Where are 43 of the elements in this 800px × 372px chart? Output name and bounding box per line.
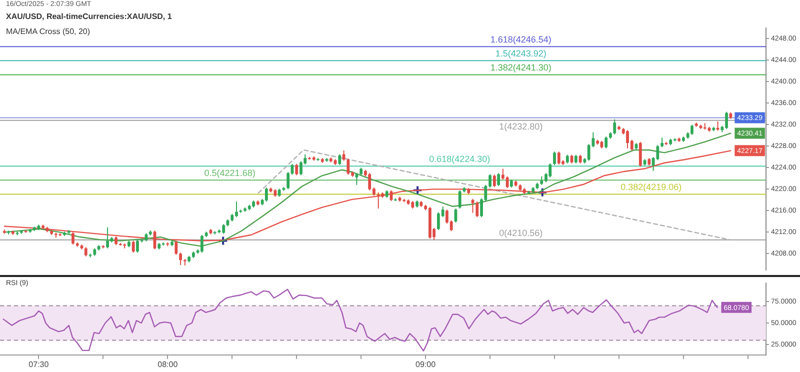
chart-subtitle: MA/EMA Cross (50, 20) [6,27,90,36]
chart-title: XAU/USD, Real-timeCurrencies:XAU/USD, 1 [6,12,172,21]
candlestick [136,239,139,254]
candlestick [690,124,694,136]
candlestick [458,190,462,210]
candlestick [557,151,560,165]
candlestick [355,172,358,186]
ref-line-label: 1.382(4241.30) [490,62,552,73]
candlestick [497,172,500,186]
candlestick [548,162,552,178]
candlestick [492,174,496,188]
point [412,185,423,196]
candlestick [295,163,298,176]
ref-line-label: 0.618(4224.30) [429,154,490,164]
candlestick [638,141,642,168]
point [537,187,548,198]
candlestick [506,176,509,189]
ref-line-label: 1.5(4243.92) [495,48,546,59]
ref-line-label: 0.5(4221.68) [204,168,256,178]
candlestick [300,160,302,176]
candlestick [346,158,350,176]
candlestick [200,234,204,254]
ref-line-label: 1.618(4246.54) [490,34,552,45]
candlestick [553,151,556,166]
candlestick [222,224,226,234]
candlestick [660,137,664,148]
candlestick [338,154,342,166]
candlestick [179,252,182,266]
candlestick [132,240,135,254]
ref-line-label: 0(4210.56) [499,228,543,238]
candlestick [476,201,479,218]
candlestick [376,192,380,210]
candlestick [106,226,109,249]
x-tick-label: 09:00 [416,360,436,370]
candlestick [264,187,268,202]
candlestick [604,136,608,149]
candlestick [84,246,88,257]
ref-line-label: 0.382(4219.06) [620,182,682,192]
candlestick [368,172,372,191]
candlestick [613,118,616,135]
x-tick-label: 08:00 [158,360,178,370]
x-tick-label: 07:30 [28,360,50,370]
ref-line-label: 1(4232.80) [499,121,543,132]
